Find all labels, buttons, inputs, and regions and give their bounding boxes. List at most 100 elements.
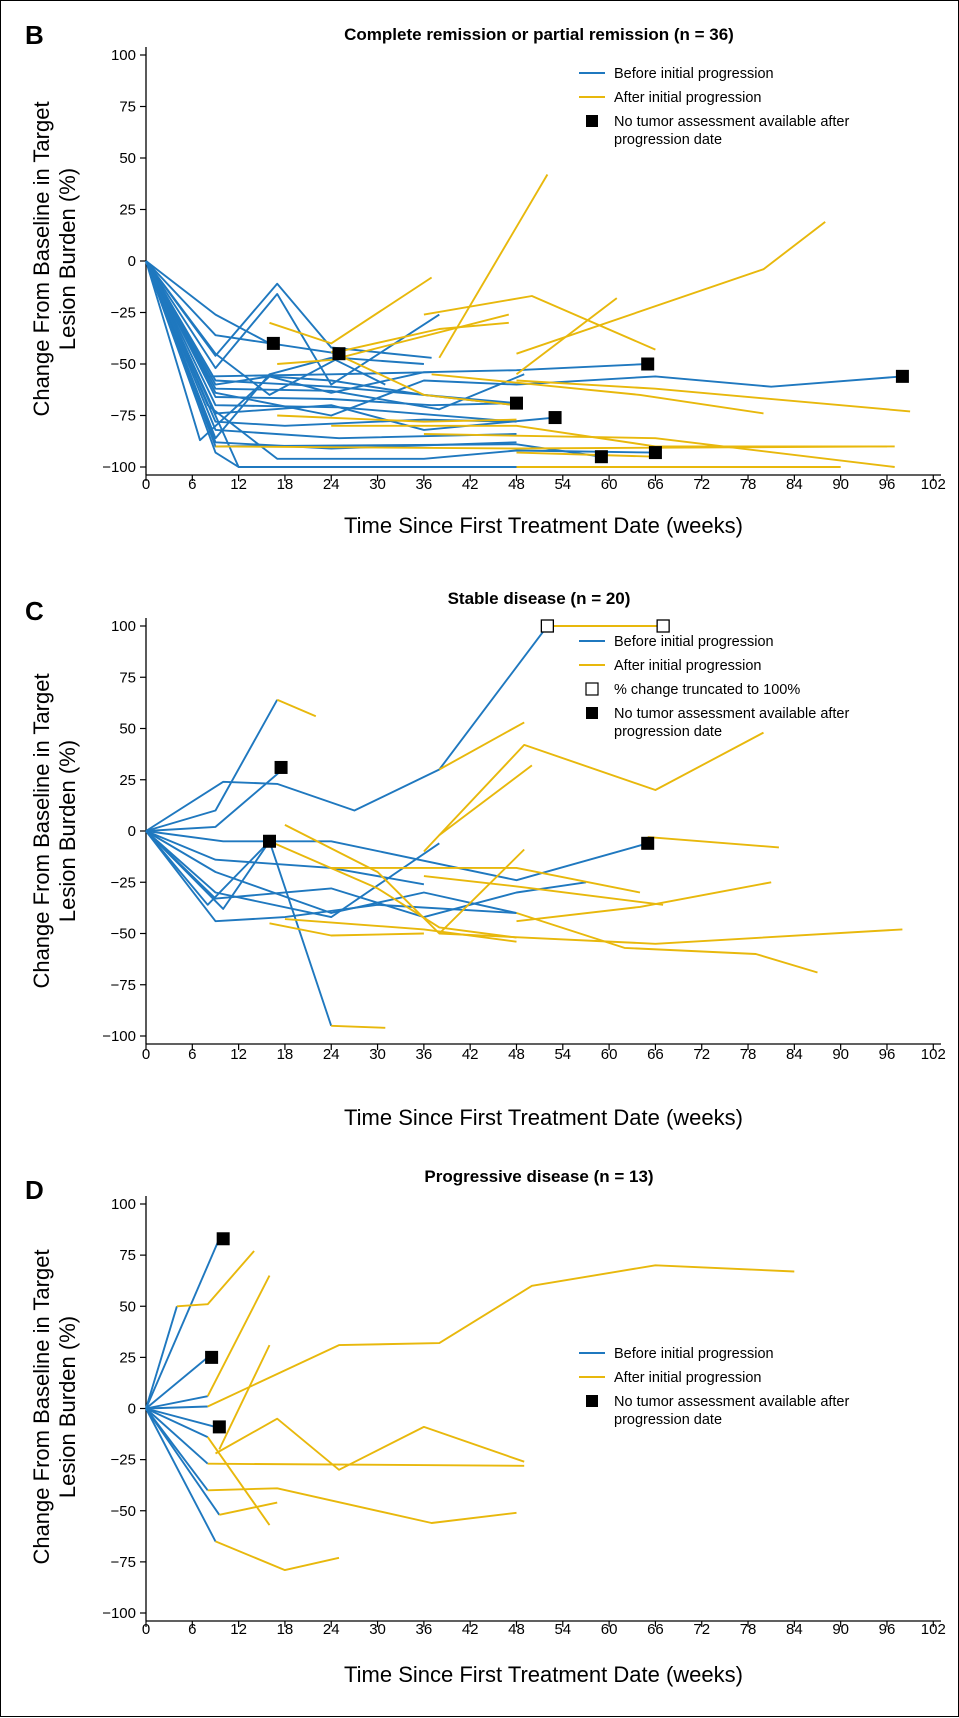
- no-assessment-marker: [212, 1420, 226, 1434]
- series-line-after-30: [431, 373, 764, 415]
- series-line-after-27: [269, 840, 517, 939]
- chart-panel-c: C Stable disease (n = 20) 100 75 50 25 0 −25 −50…: [25, 589, 946, 1130]
- series-line-after-16: [215, 1417, 525, 1471]
- series-line-before-2: [145, 625, 549, 832]
- x-tick-label: 84: [786, 476, 803, 493]
- series-line-before-10: [145, 1408, 217, 1542]
- series-line-after-26: [423, 295, 656, 351]
- chart-title: Complete remission or partial remission …: [344, 25, 734, 44]
- legend: Before initial progression After initial …: [579, 66, 849, 148]
- series-line-before-8: [145, 260, 517, 407]
- legend-label: After initial progression: [614, 1370, 762, 1386]
- series-line-after-20: [423, 875, 664, 906]
- no-assessment-marker: [266, 336, 280, 350]
- panel-letter: C: [25, 596, 44, 626]
- no-assessment-marker: [274, 760, 288, 774]
- legend-label: Before initial progression: [614, 66, 774, 82]
- x-tick-label: 24: [323, 1621, 340, 1638]
- x-tick-label: 6: [188, 476, 196, 493]
- y-axis-label-line: Change From Baseline in Target: [29, 673, 54, 988]
- series-line-after-18: [647, 836, 779, 849]
- series-line-before-9: [145, 830, 517, 923]
- x-tick-label: 6: [188, 1621, 196, 1638]
- x-tick-label: 54: [554, 1621, 571, 1638]
- x-tick-label: 60: [601, 1046, 618, 1063]
- no-assessment-marker: [216, 1232, 230, 1246]
- no-assessment-marker: [895, 369, 909, 383]
- x-tick-label: 90: [832, 1046, 849, 1063]
- x-tick-label: 102: [921, 1046, 946, 1063]
- series-line-after-26: [516, 912, 818, 974]
- x-tick-label: 42: [462, 1046, 479, 1063]
- x-tick-label: 36: [416, 1046, 433, 1063]
- x-tick-label: 18: [277, 1046, 294, 1063]
- series-line-after-29: [330, 350, 517, 407]
- y-tick-label: −50: [111, 926, 136, 943]
- y-tick-label: −100: [102, 1605, 136, 1622]
- x-tick-label: 66: [647, 1046, 664, 1063]
- series-line-after-24: [338, 321, 509, 353]
- series-group: [145, 1238, 795, 1572]
- chart-panel-d: D Progressive disease (n = 13)1007550250−…: [25, 1167, 946, 1687]
- x-tick-label: 48: [508, 1621, 525, 1638]
- x-tick-label: 78: [740, 1046, 757, 1063]
- series-line-before-6: [145, 1407, 216, 1428]
- series-group: [145, 625, 903, 1029]
- x-tick-label: 36: [416, 476, 433, 493]
- no-assessment-marker: [548, 411, 562, 425]
- x-tick-label: 96: [879, 1046, 896, 1063]
- y-tick-label: −75: [111, 1554, 136, 1571]
- series-line-before-8: [145, 1407, 209, 1465]
- series-line-after-13: [206, 1275, 271, 1397]
- x-tick-label: 78: [740, 1621, 757, 1638]
- series-line-before-7: [145, 260, 525, 411]
- x-tick-label: 0: [142, 476, 150, 493]
- series-line-after-17: [207, 1462, 525, 1467]
- y-tick-label: 50: [119, 150, 136, 167]
- series-line-after-16: [438, 764, 533, 836]
- series-line-before-4: [145, 260, 440, 386]
- y-tick-label: 50: [119, 721, 136, 738]
- no-assessment-marker: [641, 357, 655, 371]
- y-axis-label-line: Lesion Burden (%): [55, 1316, 80, 1498]
- x-tick-label: 72: [693, 476, 710, 493]
- y-tick-label: 100: [111, 47, 136, 64]
- no-assessment-marker: [641, 836, 655, 850]
- x-tick-label: 96: [879, 476, 896, 493]
- x-tick-label: 72: [693, 1046, 710, 1063]
- y-axis-label-line: Change From Baseline in Target: [29, 101, 54, 416]
- series-line-before-9: [145, 260, 517, 423]
- x-tick-label: 0: [142, 1621, 150, 1638]
- series-line-before-4: [145, 1395, 208, 1410]
- series-line-after-23: [269, 276, 433, 345]
- chart-panel-b: B Complete remission or partial remission…: [25, 20, 946, 538]
- series-line-before-19: [145, 260, 656, 460]
- y-tick-label: 100: [111, 618, 136, 635]
- legend-label: No tumor assessment available after: [614, 706, 849, 722]
- series-line-after-31: [516, 379, 911, 413]
- x-tick-label: 66: [647, 1621, 664, 1638]
- x-tick-label: 12: [230, 1046, 247, 1063]
- series-line-before-7: [145, 1407, 209, 1438]
- y-tick-label: 25: [119, 1349, 136, 1366]
- y-tick-label: 100: [111, 1196, 136, 1213]
- series-line-after-23: [269, 922, 424, 937]
- legend-label: After initial progression: [614, 90, 762, 106]
- y-axis-label: Change From Baseline in TargetLesion Bur…: [29, 1249, 80, 1564]
- truncated-marker: [540, 619, 555, 633]
- y-axis-label: Change From Baseline in TargetLesion Bur…: [29, 101, 80, 416]
- x-axis-label: Time Since First Treatment Date (weeks): [344, 513, 743, 538]
- legend-swatch-filled-square: [586, 1395, 598, 1407]
- y-tick-label: 25: [119, 202, 136, 219]
- x-tick-label: 18: [277, 1621, 294, 1638]
- series-line-after-34: [423, 433, 895, 468]
- series-line-after-32: [277, 414, 517, 423]
- x-tick-label: 0: [142, 1046, 150, 1063]
- series-line-after-15: [218, 1344, 271, 1450]
- series-line-after-38: [277, 313, 510, 365]
- series-line-after-14: [207, 1264, 795, 1408]
- panel-letter: B: [25, 20, 44, 50]
- y-axis-label: Change From Baseline in TargetLesion Bur…: [29, 673, 80, 988]
- y-tick-label: −25: [111, 874, 136, 891]
